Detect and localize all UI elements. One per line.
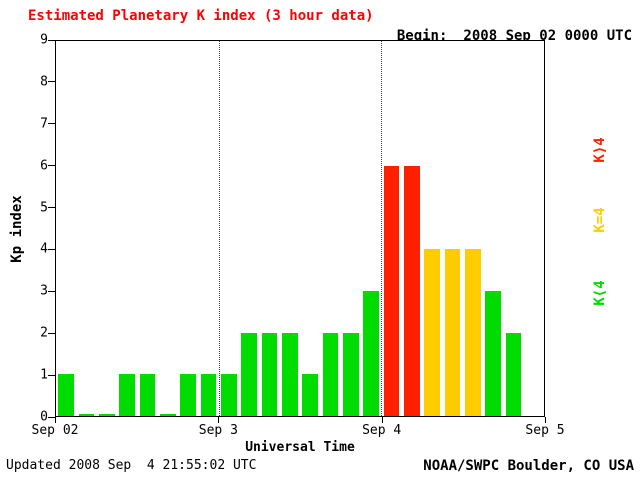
y-tick-label: 7 (40, 116, 48, 132)
kp-bar (119, 374, 135, 416)
kp-bar (200, 374, 217, 416)
legend-item-k4: K⟩4 (592, 137, 608, 163)
y-tick-mark (48, 207, 55, 209)
y-tick-label: 6 (40, 158, 48, 174)
y-tick-mark (48, 165, 55, 167)
kp-bar (241, 332, 257, 416)
kp-bar (302, 374, 318, 416)
y-tick-label: 9 (40, 32, 48, 48)
x-tick-label: Sep 5 (525, 423, 565, 438)
plot-area (55, 40, 545, 417)
x-tick-mark (218, 417, 220, 423)
attribution: NOAA/SWPC Boulder, CO USA (423, 458, 634, 474)
y-tick-mark (48, 81, 55, 83)
x-tick-label: Sep 4 (362, 423, 402, 438)
x-tick-label: Sep 02 (31, 423, 79, 438)
y-tick-label: 0 (40, 409, 48, 425)
kp-bar (404, 166, 420, 416)
x-tick-labels: Sep 02 Sep 3 Sep 4 Sep 5 (32, 423, 565, 439)
kp-bar (383, 166, 400, 416)
x-tick-mark (545, 417, 546, 423)
day-gridline (381, 41, 383, 416)
y-tick-label: 8 (40, 74, 48, 90)
legend-item-k4: K⟨4 (592, 280, 608, 306)
updated-timestamp: Updated 2008 Sep 4 21:55:02 UTC (6, 458, 257, 473)
kp-bar (505, 332, 522, 416)
y-tick-mark (48, 416, 55, 418)
kp-bar (282, 332, 298, 416)
y-tick-marks (48, 39, 55, 418)
x-tick-marks (55, 417, 546, 423)
kp-bar (160, 414, 176, 416)
kp-bar (99, 414, 115, 416)
y-tick-label: 3 (40, 283, 48, 299)
kp-bar (322, 332, 339, 416)
kp-bar (139, 374, 156, 416)
day-gridlines-layer (56, 41, 544, 416)
y-tick-label: 1 (40, 367, 48, 383)
y-tick-mark (48, 39, 55, 41)
kp-bar (424, 249, 440, 416)
y-tick-labels: 0 1 2 3 4 5 6 7 8 9 (20, 33, 48, 425)
bars-layer (56, 41, 544, 416)
day-gridline (218, 41, 220, 416)
y-tick-mark (48, 332, 55, 334)
kp-bar (58, 374, 74, 416)
kp-bar (261, 332, 278, 416)
x-tick-mark (55, 417, 56, 423)
kp-bar (221, 374, 237, 416)
y-tick-label: 5 (40, 200, 48, 216)
y-tick-label: 2 (40, 325, 48, 341)
y-tick-mark (48, 374, 55, 376)
kp-bar (343, 332, 359, 416)
y-tick-label: 4 (40, 241, 48, 257)
kp-bar (180, 374, 196, 416)
y-tick-mark (48, 248, 55, 250)
kp-bar (485, 291, 501, 416)
kp-bar (465, 249, 481, 416)
y-tick-mark (48, 123, 55, 125)
kp-bar (363, 291, 379, 416)
x-tick-mark (381, 417, 383, 423)
x-tick-label: Sep 3 (198, 423, 238, 438)
y-tick-mark (48, 290, 55, 292)
kp-bar (444, 249, 461, 416)
chart-title: Estimated Planetary K index (3 hour data… (28, 8, 374, 24)
legend-item-k4: K=4 (592, 207, 608, 233)
x-axis-label: Universal Time (245, 440, 355, 455)
kp-bar (78, 414, 95, 416)
